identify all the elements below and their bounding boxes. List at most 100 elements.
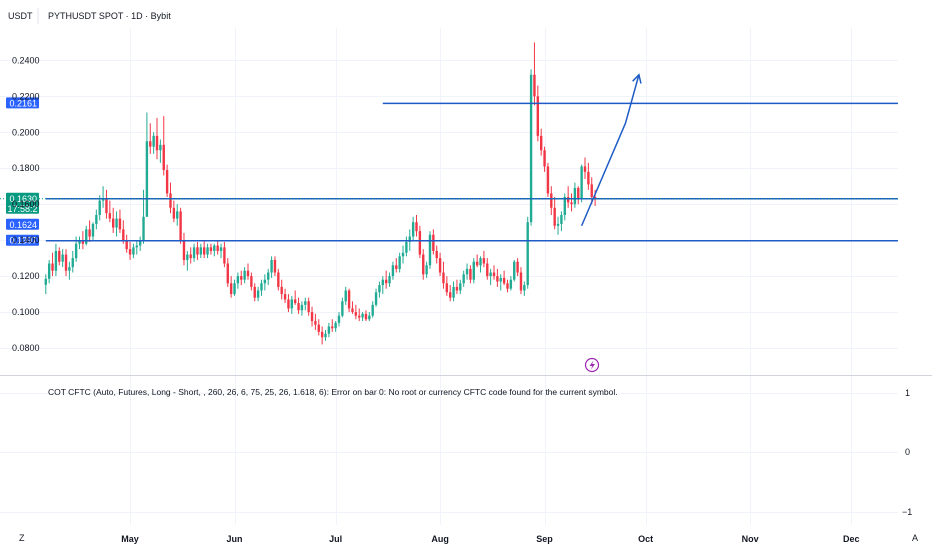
candle [71,250,74,273]
projection-arrow-line [580,74,640,227]
candle [209,243,213,255]
candle-body [300,304,304,311]
candle-body [526,222,529,286]
candle-body [587,171,590,185]
candle-body [169,193,172,208]
candle [51,252,54,277]
tag-last-price-bg [6,192,39,214]
candle [583,157,587,180]
candle-body [405,241,408,253]
candle-body [506,283,509,289]
candle [270,256,273,278]
candle [482,250,486,268]
candle [546,162,550,197]
candle-body [465,268,469,275]
candle [85,225,88,246]
candle [580,164,583,203]
candle [425,261,428,278]
candle [219,243,223,259]
candle-body [132,247,135,255]
tag-level-low: 0.1397 [6,234,39,246]
candle-body [138,240,142,246]
candle [422,249,425,280]
candle-body [577,188,580,199]
candle [165,164,169,197]
candle-body [122,229,125,241]
candle-body [502,277,506,284]
auto-scale-button[interactable]: A [912,533,918,543]
candle-body [580,166,583,199]
candle [395,258,398,273]
candle [256,286,260,302]
candle [226,258,229,287]
candle [479,256,482,273]
candle-body [229,283,233,295]
candle [465,263,469,280]
drawings-layer[interactable] [0,73,898,242]
candle-body [273,259,277,273]
candle-body [513,261,516,280]
candle [428,231,432,269]
candle [566,186,570,208]
candle [138,236,142,251]
tag-level-high-bg [6,97,39,109]
candle [388,272,391,287]
candle-body [223,247,226,264]
candle [176,204,179,226]
indicator-tick-minus-1: −1 [902,507,912,517]
candle-body [182,240,186,260]
candle-body [425,265,428,275]
y-tick-label: 0.1000 [12,307,40,317]
candle [550,186,553,215]
candle [560,211,563,232]
candle [199,243,203,259]
candle-body [536,96,540,136]
candle [334,321,337,332]
candle-body [563,197,566,215]
candle [536,85,540,142]
candle [432,229,435,255]
candle-body [206,247,209,255]
candle [88,220,91,242]
timezone-button[interactable]: Z [19,533,25,543]
candle-body [88,229,91,237]
candle [368,312,371,322]
candle-body [469,268,472,280]
candle-body [226,263,229,284]
indicator-tick-0: 0 [905,447,910,457]
candle-body [91,223,95,237]
candle [577,186,580,205]
candle [475,254,479,268]
candle [381,276,384,295]
candle [529,69,533,226]
candle [378,281,381,298]
symbol-title[interactable]: PYTHUSDT SPOT · 1D · Bybit [48,11,171,21]
tag-level-low-bg [6,234,39,246]
candle-body [236,276,240,284]
y-tick-label: 0.0800 [12,343,40,353]
candle [54,243,58,277]
x-tick-label: Jun [227,534,243,544]
currency-label[interactable]: USDT [8,11,33,21]
candle-body [179,211,182,241]
tag-last-price-text: 0.1630 [10,194,38,204]
candle [112,207,115,233]
candle-body [445,283,449,293]
x-tick-label: Sep [536,534,553,544]
chart-grid [0,28,898,525]
lightning-icon[interactable] [584,357,600,373]
candle [570,193,573,212]
candles-series [44,42,597,345]
candle [297,297,300,314]
candle [331,319,334,332]
candle-body [202,247,206,255]
candle [455,279,459,295]
candle [462,270,465,287]
candle [590,177,593,205]
candle-body [475,261,479,266]
y-tick-label: 0.1800 [12,163,40,173]
candle-body [155,135,159,151]
candle [509,276,513,291]
candle [344,286,347,305]
